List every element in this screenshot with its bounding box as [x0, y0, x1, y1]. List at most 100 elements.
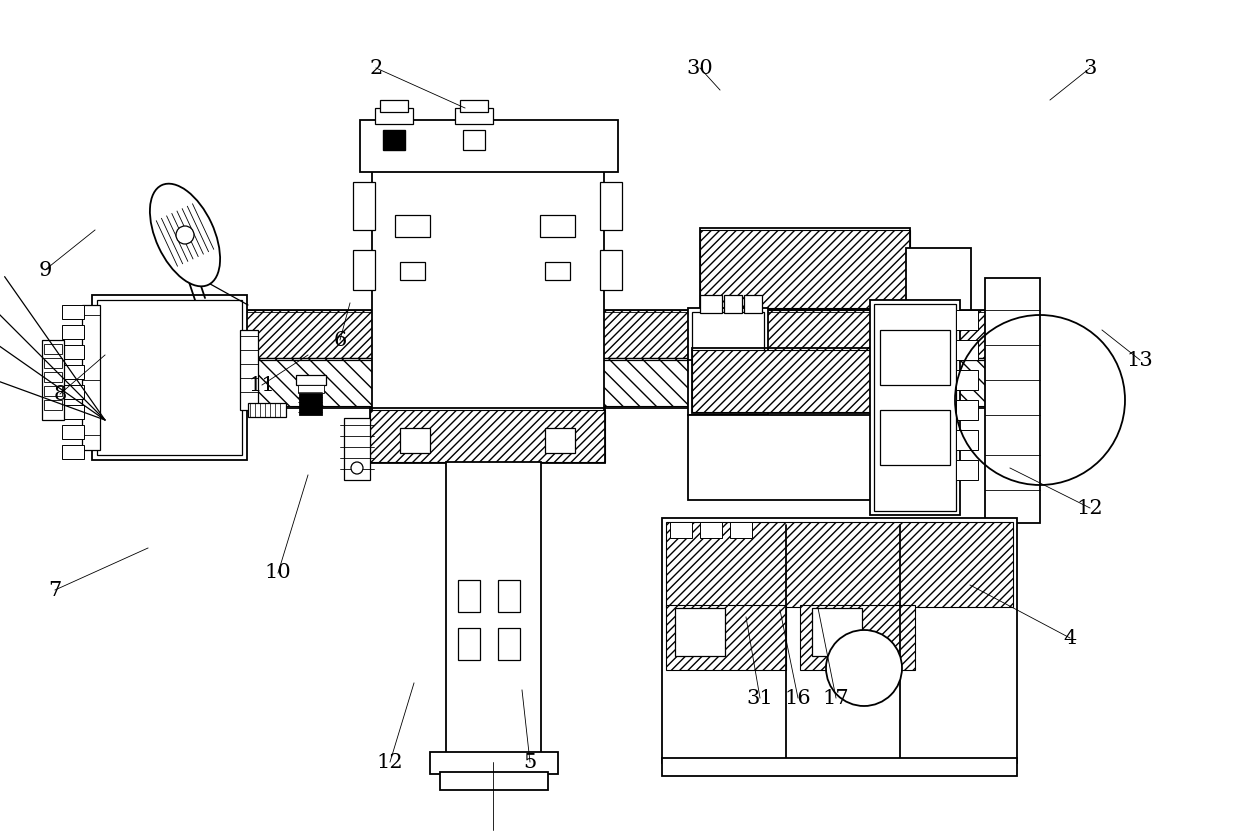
Bar: [458, 580, 480, 612]
Bar: [666, 522, 1013, 607]
Bar: [546, 262, 570, 280]
Bar: [600, 182, 622, 230]
Bar: [130, 358, 999, 406]
Bar: [880, 330, 950, 385]
Bar: [874, 304, 956, 511]
Bar: [688, 308, 768, 363]
Bar: [666, 605, 786, 670]
Bar: [401, 262, 425, 280]
Text: 7: 7: [48, 581, 62, 600]
Bar: [82, 305, 100, 450]
Bar: [248, 403, 286, 417]
Bar: [396, 215, 430, 237]
Bar: [379, 100, 408, 112]
Bar: [446, 462, 541, 760]
Bar: [701, 228, 910, 310]
Bar: [675, 608, 725, 656]
Bar: [724, 295, 742, 313]
Bar: [956, 340, 978, 360]
Bar: [43, 386, 62, 396]
Bar: [701, 230, 910, 308]
Bar: [62, 305, 84, 319]
Bar: [343, 418, 370, 480]
Bar: [42, 340, 64, 420]
Bar: [62, 365, 84, 379]
Bar: [62, 345, 84, 359]
Bar: [241, 330, 258, 410]
Bar: [62, 405, 84, 419]
Bar: [43, 400, 62, 410]
Bar: [300, 380, 322, 415]
Bar: [372, 168, 604, 428]
Bar: [430, 752, 558, 774]
Text: 10: 10: [264, 563, 291, 582]
Text: 8: 8: [53, 385, 67, 403]
Bar: [701, 522, 722, 538]
Bar: [730, 522, 751, 538]
Bar: [296, 375, 326, 385]
Text: 17: 17: [822, 689, 849, 707]
Bar: [92, 295, 247, 460]
Bar: [130, 310, 999, 358]
Bar: [498, 580, 520, 612]
Text: 31: 31: [746, 689, 774, 707]
Bar: [43, 344, 62, 354]
Bar: [43, 372, 62, 382]
Bar: [870, 300, 960, 515]
Bar: [600, 250, 622, 290]
Text: 2: 2: [370, 58, 383, 77]
Bar: [463, 130, 485, 150]
Bar: [688, 415, 903, 500]
Bar: [458, 628, 480, 660]
Bar: [460, 100, 489, 112]
Bar: [956, 400, 978, 420]
Bar: [812, 608, 862, 656]
Bar: [374, 108, 413, 124]
Bar: [692, 350, 901, 412]
Bar: [880, 410, 950, 465]
Bar: [701, 295, 722, 313]
Bar: [662, 518, 1017, 763]
Bar: [956, 460, 978, 480]
Bar: [662, 758, 1017, 776]
Text: 30: 30: [687, 58, 713, 77]
Text: 12: 12: [377, 752, 403, 771]
Text: 4: 4: [1064, 629, 1076, 647]
Bar: [800, 605, 915, 670]
Bar: [43, 358, 62, 368]
Bar: [744, 295, 763, 313]
Bar: [692, 348, 901, 413]
Bar: [97, 300, 242, 455]
Bar: [546, 428, 575, 453]
Bar: [956, 370, 978, 390]
Circle shape: [826, 630, 901, 706]
Text: 5: 5: [523, 752, 537, 771]
Bar: [670, 522, 692, 538]
Bar: [455, 108, 494, 124]
Bar: [298, 385, 324, 393]
Bar: [692, 312, 764, 359]
Bar: [906, 248, 971, 310]
Bar: [370, 408, 605, 463]
Text: 9: 9: [38, 261, 52, 280]
Bar: [985, 278, 1040, 523]
Bar: [353, 182, 374, 230]
Circle shape: [351, 462, 363, 474]
Bar: [370, 410, 605, 462]
Bar: [401, 428, 430, 453]
Bar: [62, 425, 84, 439]
Bar: [440, 772, 548, 790]
Bar: [62, 325, 84, 339]
Bar: [956, 430, 978, 450]
Circle shape: [176, 226, 193, 244]
Bar: [692, 364, 764, 411]
Ellipse shape: [150, 183, 219, 287]
Bar: [956, 310, 978, 330]
Bar: [383, 130, 405, 150]
Text: 13: 13: [1127, 351, 1153, 370]
Bar: [498, 628, 520, 660]
Bar: [688, 360, 768, 415]
Text: 12: 12: [1076, 498, 1104, 517]
Bar: [353, 250, 374, 290]
Bar: [62, 385, 84, 399]
